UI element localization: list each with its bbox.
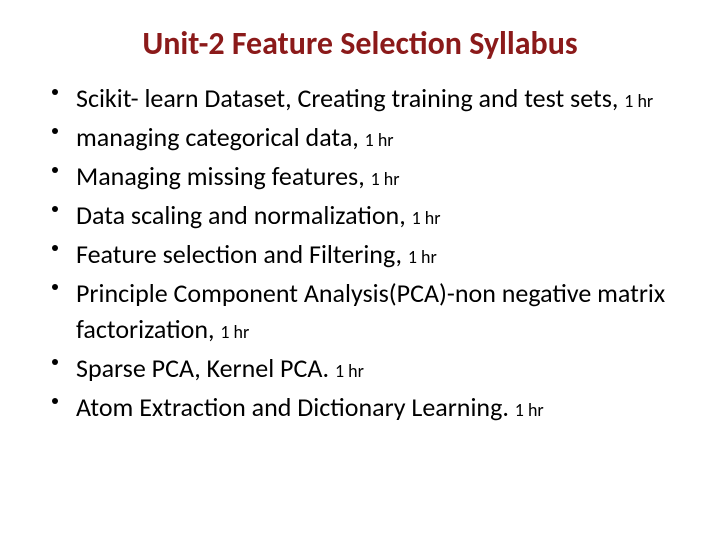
syllabus-list: Scikit- learn Dataset, Creating training… <box>40 81 680 425</box>
bullet-icon <box>52 128 58 134</box>
bullet-icon <box>52 245 58 251</box>
item-duration: 1 hr <box>624 90 653 112</box>
item-text: Scikit- learn Dataset, Creating training… <box>76 82 624 114</box>
list-item: Scikit- learn Dataset, Creating training… <box>40 81 680 116</box>
bullet-icon <box>52 206 58 212</box>
list-item: Atom Extraction and Dictionary Learning.… <box>40 390 680 425</box>
item-duration: 1 hr <box>220 321 249 343</box>
list-item: Data scaling and normalization, 1 hr <box>40 198 680 233</box>
list-item: Principle Component Analysis(PCA)-non ne… <box>40 276 680 346</box>
bullet-icon <box>52 398 58 404</box>
list-item: Managing missing features, 1 hr <box>40 159 680 194</box>
item-text: Sparse PCA, Kernel PCA. <box>76 352 335 384</box>
item-text: Principle Component Analysis(PCA)-non ne… <box>76 277 665 344</box>
item-text: Atom Extraction and Dictionary Learning. <box>76 391 515 423</box>
item-duration: 1 hr <box>412 207 441 229</box>
bullet-icon <box>52 89 58 95</box>
item-duration: 1 hr <box>335 360 364 382</box>
list-item: Sparse PCA, Kernel PCA. 1 hr <box>40 351 680 386</box>
item-duration: 1 hr <box>515 399 544 421</box>
item-duration: 1 hr <box>408 246 437 268</box>
list-item: managing categorical data, 1 hr <box>40 120 680 155</box>
bullet-icon <box>52 359 58 365</box>
item-duration: 1 hr <box>371 168 400 190</box>
item-text: Feature selection and Filtering, <box>76 238 408 270</box>
page-title: Unit-2 Feature Selection Syllabus <box>40 24 680 63</box>
bullet-icon <box>52 284 58 290</box>
item-text: Managing missing features, <box>76 160 371 192</box>
item-text: Data scaling and normalization, <box>76 199 412 231</box>
item-text: managing categorical data, <box>76 121 365 153</box>
item-duration: 1 hr <box>365 129 394 151</box>
bullet-icon <box>52 167 58 173</box>
list-item: Feature selection and Filtering, 1 hr <box>40 237 680 272</box>
